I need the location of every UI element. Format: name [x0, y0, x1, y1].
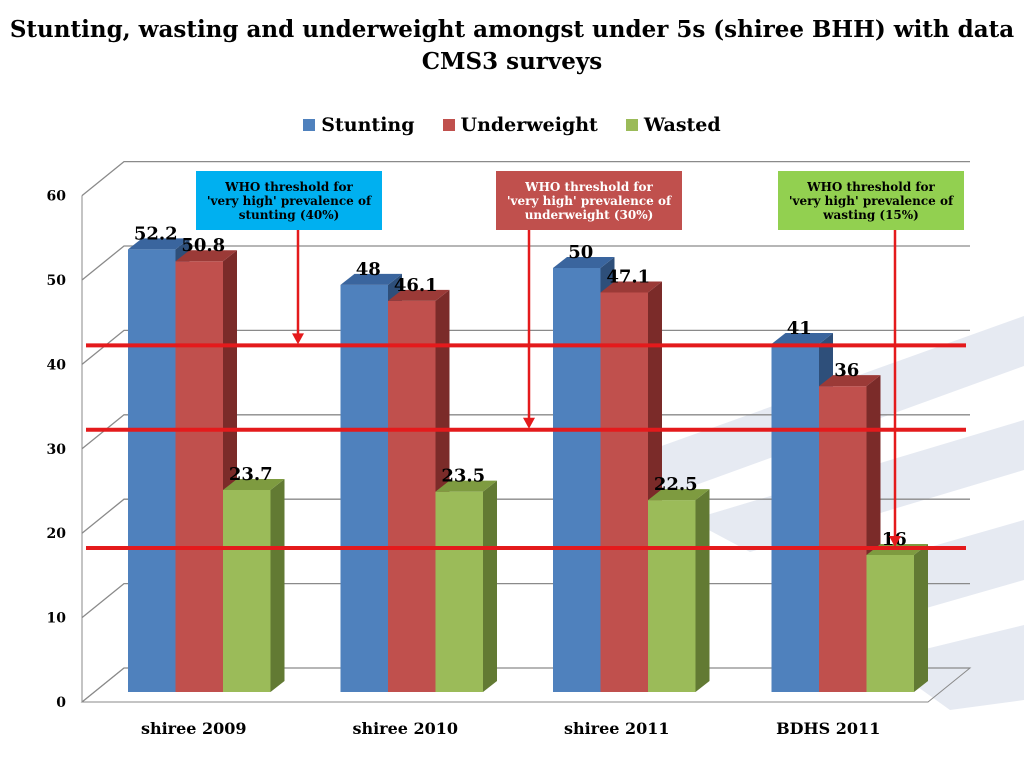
gridline-50 — [81, 245, 970, 281]
bar-top-wasted-1 — [435, 480, 497, 492]
legend-item-stunting: Stunting — [303, 114, 415, 136]
callout-wasting-line-2: 'very high' prevalence of — [788, 193, 954, 208]
bar-wasted-2 — [648, 500, 696, 692]
legend-label-stunting: Stunting — [321, 114, 415, 136]
bar-top-stunting-0 — [128, 238, 190, 250]
chart-title: Stunting, wasting and underweight amongs… — [0, 14, 1024, 78]
bar-wasted-1 — [435, 491, 483, 692]
bar-underweight-0 — [175, 261, 223, 692]
data-label-underweight-0: 50.8 — [181, 235, 225, 256]
category-label-2: shiree 2011 — [564, 719, 670, 738]
threshold-callout-underweight: WHO threshold for 'very high' prevalence… — [496, 171, 682, 230]
bar-top-underweight-0 — [175, 250, 237, 262]
y-tick-label-30: 30 — [47, 442, 67, 458]
category-label-3: BDHS 2011 — [776, 719, 880, 738]
legend-label-underweight: Underweight — [460, 114, 598, 136]
bar-stunting-0 — [128, 249, 176, 692]
y-tick-label-10: 10 — [47, 611, 67, 627]
callout-wasting-line-3: wasting (15%) — [823, 207, 919, 222]
data-label-underweight-1: 46.1 — [394, 275, 438, 296]
y-tick-label-60: 60 — [47, 189, 67, 205]
data-label-stunting-3: 41 — [787, 318, 812, 339]
threshold-callout-stunting: WHO threshold for 'very high' prevalence… — [196, 171, 382, 230]
bar-top-underweight-2 — [600, 281, 662, 293]
bar-top-underweight-3 — [819, 375, 881, 387]
bar-stunting-1 — [340, 284, 388, 692]
bar-top-wasted-0 — [223, 478, 285, 490]
bar-underweight-2 — [600, 292, 648, 692]
gridline-60 — [81, 160, 970, 197]
bar-top-stunting-2 — [553, 257, 615, 268]
chart-legend: Stunting Underweight Wasted — [0, 114, 1024, 136]
bar-side-wasted-0 — [270, 478, 285, 692]
bar-top-stunting-1 — [340, 273, 402, 285]
data-label-wasted-0: 23.7 — [229, 464, 273, 485]
y-tick-label-50: 50 — [47, 273, 67, 289]
legend-item-wasted: Wasted — [625, 114, 721, 136]
legend-label-wasted: Wasted — [643, 114, 721, 136]
y-tick-label-40: 40 — [47, 357, 67, 373]
bar-wasted-3 — [866, 554, 914, 692]
threshold-arrow-head-2 — [889, 535, 901, 547]
threshold-arrow-head-0 — [292, 333, 304, 345]
data-label-stunting-2: 50 — [568, 242, 593, 263]
category-label-1: shiree 2010 — [352, 719, 458, 738]
legend-swatch-underweight — [442, 119, 455, 131]
gridline-30 — [81, 414, 970, 450]
callout-underweight-line-3: underweight (30%) — [524, 207, 654, 222]
bar-top-stunting-3 — [771, 332, 833, 344]
bar-side-wasted-1 — [483, 480, 497, 692]
bar-top-wasted-2 — [648, 489, 710, 501]
gridline-40 — [81, 329, 970, 365]
y-tick-label-20: 20 — [47, 526, 67, 542]
legend-swatch-wasted — [625, 119, 638, 131]
chart-title-line-2: CMS3 surveys — [421, 48, 603, 75]
bar-stunting-3 — [771, 343, 819, 692]
threshold-callout-wasting: WHO threshold for 'very high' prevalence… — [778, 171, 964, 230]
callout-wasting-line-1: WHO threshold for — [807, 179, 935, 194]
data-label-stunting-1: 48 — [356, 259, 381, 280]
bar-side-wasted-2 — [695, 489, 710, 692]
bar-stunting-2 — [553, 268, 601, 692]
legend-item-underweight: Underweight — [442, 114, 598, 136]
legend-swatch-stunting — [303, 119, 316, 131]
bar-wasted-0 — [223, 489, 271, 692]
data-label-wasted-1: 23.5 — [441, 466, 485, 487]
data-label-stunting-0: 52.2 — [134, 223, 178, 244]
bar-underweight-3 — [819, 386, 867, 692]
data-label-underweight-3: 36 — [834, 360, 859, 381]
data-label-underweight-2: 47.1 — [606, 266, 650, 287]
callout-stunting-line-3: stunting (40%) — [238, 207, 340, 222]
y-tick-label-0: 0 — [56, 695, 66, 711]
bar-top-underweight-1 — [388, 289, 450, 301]
callout-stunting-line-2: 'very high' prevalence of — [206, 193, 372, 208]
threshold-arrow-head-1 — [523, 417, 535, 429]
callout-underweight-line-1: WHO threshold for — [525, 179, 653, 194]
callout-stunting-line-1: WHO threshold for — [225, 179, 353, 194]
bar-underweight-1 — [388, 300, 436, 692]
callout-underweight-line-2: 'very high' prevalence of — [506, 193, 672, 208]
bar-side-wasted-3 — [914, 543, 928, 692]
data-label-wasted-2: 22.5 — [654, 474, 698, 495]
category-label-0: shiree 2009 — [141, 719, 247, 738]
chart-title-line-1: Stunting, wasting and underweight amongs… — [9, 16, 1015, 43]
